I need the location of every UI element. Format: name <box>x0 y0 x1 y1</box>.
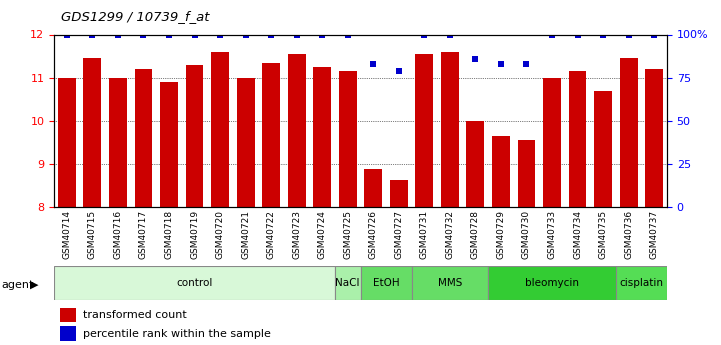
Bar <box>569 71 586 207</box>
Text: bleomycin: bleomycin <box>525 278 579 288</box>
Point <box>240 32 252 37</box>
Bar <box>313 67 331 207</box>
Text: GDS1299 / 10739_f_at: GDS1299 / 10739_f_at <box>61 10 210 23</box>
Bar <box>211 52 229 207</box>
Text: GSM40737: GSM40737 <box>650 210 659 259</box>
Bar <box>335 266 360 300</box>
Text: GSM40719: GSM40719 <box>190 210 199 259</box>
Text: GSM40728: GSM40728 <box>471 210 480 259</box>
Text: GSM40723: GSM40723 <box>292 210 301 259</box>
Bar <box>54 266 335 300</box>
Bar <box>390 180 408 207</box>
Bar <box>185 65 203 207</box>
Text: MMS: MMS <box>438 278 462 288</box>
Text: GSM40736: GSM40736 <box>624 210 633 259</box>
Point <box>163 32 174 37</box>
Text: agent: agent <box>1 280 34 289</box>
Text: GSM40729: GSM40729 <box>497 210 505 259</box>
Point <box>623 32 634 37</box>
Point <box>419 32 430 37</box>
Point <box>61 32 73 37</box>
Bar <box>441 52 459 207</box>
Bar <box>61 308 76 322</box>
Point <box>342 32 353 37</box>
Point <box>444 32 456 37</box>
Text: GSM40726: GSM40726 <box>368 210 378 259</box>
Point <box>521 61 532 67</box>
Text: GSM40716: GSM40716 <box>113 210 123 259</box>
Bar <box>645 69 663 207</box>
Bar <box>135 69 152 207</box>
Point <box>469 56 481 61</box>
Point <box>214 32 226 37</box>
Text: GSM40733: GSM40733 <box>547 210 557 259</box>
Text: GSM40714: GSM40714 <box>62 210 71 259</box>
Text: GSM40718: GSM40718 <box>164 210 174 259</box>
Text: GSM40730: GSM40730 <box>522 210 531 259</box>
Bar <box>288 54 306 207</box>
Text: GSM40732: GSM40732 <box>446 210 454 259</box>
Point <box>138 32 149 37</box>
Bar <box>466 121 485 207</box>
Text: GSM40735: GSM40735 <box>598 210 608 259</box>
Bar <box>360 266 412 300</box>
Text: cisplatin: cisplatin <box>619 278 663 288</box>
Point <box>265 32 277 37</box>
Text: GSM40727: GSM40727 <box>394 210 403 259</box>
Bar <box>518 140 536 207</box>
Text: GSM40725: GSM40725 <box>343 210 353 259</box>
Text: GSM40717: GSM40717 <box>139 210 148 259</box>
Text: control: control <box>177 278 213 288</box>
Bar <box>594 91 612 207</box>
Bar <box>616 266 667 300</box>
Bar <box>364 169 382 207</box>
Text: percentile rank within the sample: percentile rank within the sample <box>84 329 271 339</box>
Bar <box>109 78 127 207</box>
Bar <box>61 326 76 341</box>
Bar <box>58 78 76 207</box>
Text: GSM40734: GSM40734 <box>573 210 582 259</box>
Bar <box>339 71 357 207</box>
Text: GSM40715: GSM40715 <box>88 210 97 259</box>
Bar <box>412 266 488 300</box>
Point <box>648 32 660 37</box>
Bar <box>543 78 561 207</box>
Point <box>547 32 558 37</box>
Point <box>572 32 583 37</box>
Text: GSM40722: GSM40722 <box>267 210 275 259</box>
Text: ▶: ▶ <box>30 280 39 289</box>
Point <box>291 32 302 37</box>
Text: transformed count: transformed count <box>84 310 187 320</box>
Bar <box>619 58 637 207</box>
Point <box>112 32 124 37</box>
Text: NaCl: NaCl <box>335 278 360 288</box>
Text: GSM40721: GSM40721 <box>241 210 250 259</box>
Bar <box>492 136 510 207</box>
Text: EtOH: EtOH <box>373 278 399 288</box>
Point <box>393 68 404 73</box>
Bar <box>84 58 102 207</box>
Bar <box>262 62 280 207</box>
Bar <box>236 78 255 207</box>
Text: GSM40724: GSM40724 <box>318 210 327 259</box>
Point <box>189 32 200 37</box>
Point <box>317 32 328 37</box>
Point <box>87 32 98 37</box>
Text: GSM40720: GSM40720 <box>216 210 224 259</box>
Point <box>495 61 507 67</box>
Bar <box>488 266 616 300</box>
Point <box>368 61 379 67</box>
Text: GSM40731: GSM40731 <box>420 210 429 259</box>
Bar <box>160 82 178 207</box>
Point <box>597 32 609 37</box>
Bar <box>415 54 433 207</box>
